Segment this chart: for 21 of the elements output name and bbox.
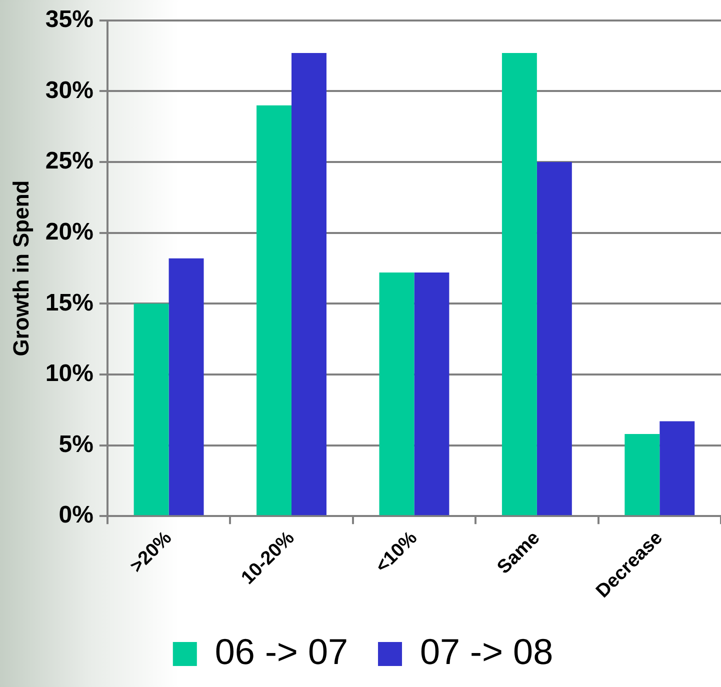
y-tick-label: 35% xyxy=(45,6,94,34)
bar xyxy=(502,52,537,516)
bar xyxy=(168,258,204,516)
bar xyxy=(134,304,169,516)
bar xyxy=(292,52,326,516)
bar xyxy=(624,434,660,516)
y-tick-label: 10% xyxy=(45,360,94,388)
bar xyxy=(660,421,695,516)
bar xyxy=(414,272,450,516)
bar xyxy=(536,162,572,516)
bar xyxy=(256,105,292,516)
y-tick-label: 5% xyxy=(58,430,94,458)
legend-label: 06 -> 07 xyxy=(214,630,348,672)
y-tick-label: 30% xyxy=(45,76,94,104)
y-tick-label: 15% xyxy=(45,289,94,316)
y-tick-label: 0% xyxy=(58,502,94,529)
y-tick-label: 25% xyxy=(45,148,94,175)
y-axis-title: Growth in Spend xyxy=(8,180,34,356)
bar xyxy=(379,272,414,516)
legend-label: 07 -> 08 xyxy=(420,630,554,672)
y-tick-label: 20% xyxy=(45,218,94,246)
